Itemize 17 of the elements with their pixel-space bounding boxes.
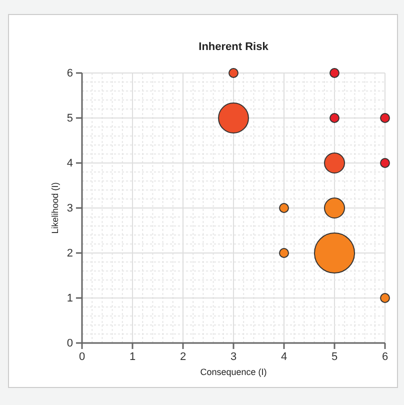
y-tick-label: 1 xyxy=(66,292,73,305)
y-tick-label: 3 xyxy=(66,202,73,215)
y-tick-label: 5 xyxy=(66,112,73,125)
x-tick-label: 3 xyxy=(230,350,237,363)
chart-title: Inherent Risk xyxy=(198,41,270,53)
y-tick-label: 2 xyxy=(66,248,73,260)
x-tick-label: 6 xyxy=(382,350,388,363)
x-tick-label: 5 xyxy=(331,350,338,363)
y-tick-label: 6 xyxy=(66,68,73,80)
x-axis-title: Consequence (I) xyxy=(200,367,267,377)
y-axis-title: Likelihood (I) xyxy=(50,182,60,234)
x-tick-label: 4 xyxy=(280,350,288,363)
x-tick-label: 0 xyxy=(78,350,86,363)
y-tick-label: 0 xyxy=(66,338,73,350)
y-tick-label: 4 xyxy=(66,158,73,170)
x-tick-label: 1 xyxy=(129,350,136,363)
x-tick-label: 2 xyxy=(180,350,186,363)
